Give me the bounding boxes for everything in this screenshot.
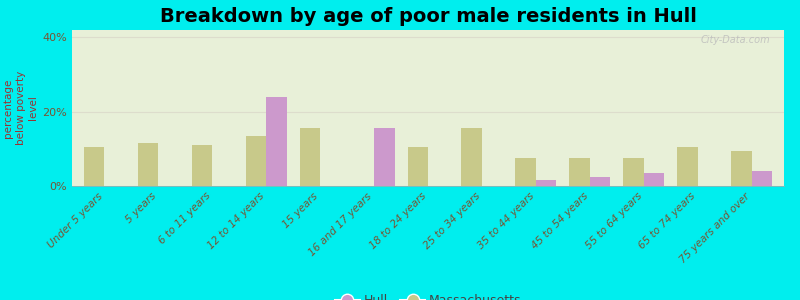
Bar [623,158,644,186]
Bar [677,147,698,186]
Bar [192,145,212,186]
Bar [138,143,158,186]
Text: City-Data.com: City-Data.com [700,35,770,45]
Bar [590,177,610,186]
Y-axis label: percentage
below poverty
level: percentage below poverty level [3,71,38,145]
Bar [374,128,394,186]
Title: Breakdown by age of poor male residents in Hull: Breakdown by age of poor male residents … [159,7,697,26]
Bar [644,173,664,186]
Bar [536,180,556,186]
Bar [515,158,536,186]
Bar [246,136,266,186]
Bar [266,97,286,186]
Bar [570,158,590,186]
Bar [407,147,428,186]
Bar [300,128,320,186]
Bar [731,151,752,186]
Legend: Hull, Massachusetts: Hull, Massachusetts [330,289,526,300]
Bar [752,171,772,186]
Bar [462,128,482,186]
Bar [84,147,104,186]
